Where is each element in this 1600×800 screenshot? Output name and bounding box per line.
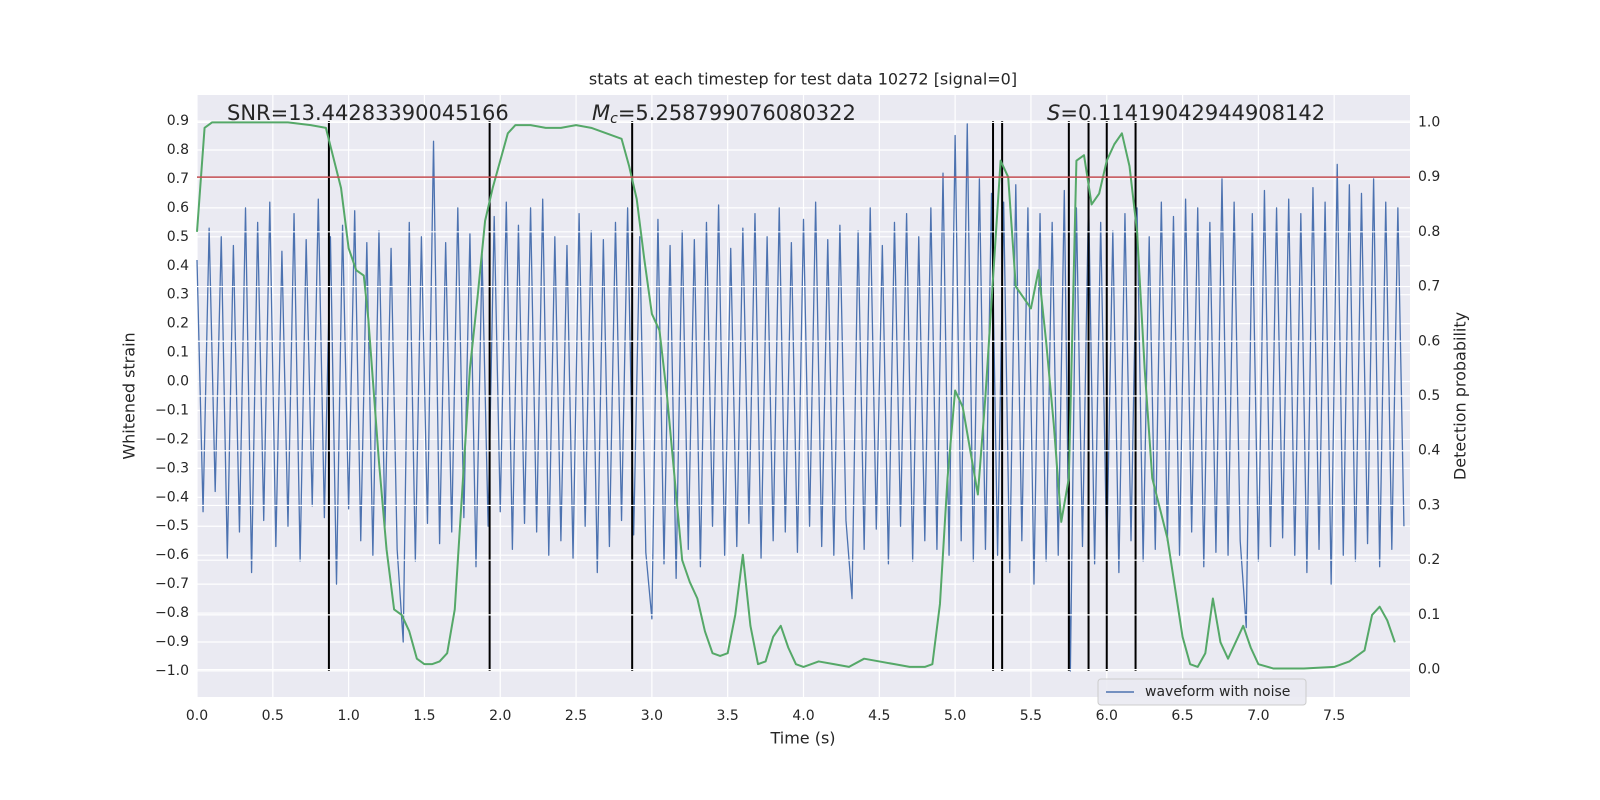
y2-tick-label: 0.5 bbox=[1418, 388, 1440, 404]
annotation-subscript: c bbox=[610, 111, 618, 127]
y2-axis-label: Detection probability bbox=[1451, 312, 1470, 480]
data-line bbox=[196, 123, 1405, 672]
y-tick-label: −0.8 bbox=[155, 605, 189, 621]
y-tick-label: −0.6 bbox=[155, 547, 189, 563]
x-tick-label: 6.5 bbox=[1171, 708, 1193, 724]
y-tick-label: −0.2 bbox=[155, 431, 189, 447]
x-tick-label: 1.5 bbox=[413, 708, 435, 724]
annotation: SNR=13.44283390045166 bbox=[227, 101, 509, 125]
x-tick-label: 7.0 bbox=[1247, 708, 1269, 724]
annotation-text: =5.258799076080322 bbox=[618, 101, 856, 125]
y-tick-label: 0.2 bbox=[167, 316, 189, 332]
y2-tick-label: 0.8 bbox=[1418, 224, 1440, 240]
x-tick-label: 7.5 bbox=[1323, 708, 1345, 724]
y-tick-label: −0.5 bbox=[155, 518, 189, 534]
y2-tick-label: 1.0 bbox=[1418, 114, 1440, 130]
y2-tick-label: 0.4 bbox=[1418, 443, 1440, 459]
y-tick-label: −0.3 bbox=[155, 460, 189, 476]
y-tick-label: 0.3 bbox=[167, 287, 189, 303]
annotation: S=0.11419042944908142 bbox=[1047, 101, 1325, 125]
y-tick-label: 0.7 bbox=[167, 171, 189, 187]
annotation: Mc=5.258799076080322 bbox=[592, 101, 856, 127]
x-tick-label: 2.5 bbox=[565, 708, 587, 724]
y-axis-label: Whitened strain bbox=[120, 332, 139, 459]
y-tick-label: −1.0 bbox=[155, 663, 189, 679]
y2-tick-label: 0.3 bbox=[1418, 497, 1440, 513]
y-tick-label: 0.1 bbox=[167, 345, 189, 361]
y2-tick-label: 0.1 bbox=[1418, 607, 1440, 623]
annotation-text: SNR=13.44283390045166 bbox=[227, 101, 509, 125]
x-tick-label: 5.5 bbox=[1020, 708, 1042, 724]
x-tick-label: 4.5 bbox=[868, 708, 890, 724]
x-tick-label: 5.0 bbox=[944, 708, 966, 724]
y-tick-label: 0.5 bbox=[167, 229, 189, 245]
y-tick-label: 0.4 bbox=[167, 258, 189, 274]
annotation-text: =0.11419042944908142 bbox=[1060, 101, 1325, 125]
x-tick-label: 6.0 bbox=[1096, 708, 1118, 724]
x-tick-label: 4.0 bbox=[792, 708, 814, 724]
y2-tick-label: 0.2 bbox=[1418, 552, 1440, 568]
y-tick-label: −0.7 bbox=[155, 576, 189, 592]
legend-label: waveform with noise bbox=[1145, 684, 1290, 700]
y-tick-label: 0.9 bbox=[167, 113, 189, 129]
y2-tick-label: 0.9 bbox=[1418, 169, 1440, 185]
annotation-symbol: M bbox=[592, 101, 610, 125]
chart-title: stats at each timestep for test data 102… bbox=[589, 70, 1017, 89]
x-tick-label: 3.5 bbox=[717, 708, 739, 724]
x-tick-label: 0.0 bbox=[186, 708, 208, 724]
data-line bbox=[196, 121, 1396, 670]
x-tick-label: 3.0 bbox=[641, 708, 663, 724]
y-tick-label: 0.0 bbox=[167, 374, 189, 390]
legend-box bbox=[1097, 678, 1307, 706]
y-tick-label: 0.8 bbox=[167, 142, 189, 158]
x-axis-label: Time (s) bbox=[769, 729, 835, 748]
y-tick-label: −0.4 bbox=[155, 489, 189, 505]
y-tick-label: −0.1 bbox=[155, 402, 189, 418]
x-tick-label: 0.5 bbox=[262, 708, 284, 724]
x-tick-label: 1.0 bbox=[337, 708, 359, 724]
y-tick-label: 0.6 bbox=[167, 200, 189, 216]
y2-tick-label: 0.6 bbox=[1418, 333, 1440, 349]
y2-tick-label: 0.0 bbox=[1418, 662, 1440, 678]
x-tick-label: 2.0 bbox=[489, 708, 511, 724]
y2-tick-label: 0.7 bbox=[1418, 279, 1440, 295]
y-tick-label: −0.9 bbox=[155, 634, 189, 650]
annotation-symbol: S bbox=[1047, 101, 1060, 125]
